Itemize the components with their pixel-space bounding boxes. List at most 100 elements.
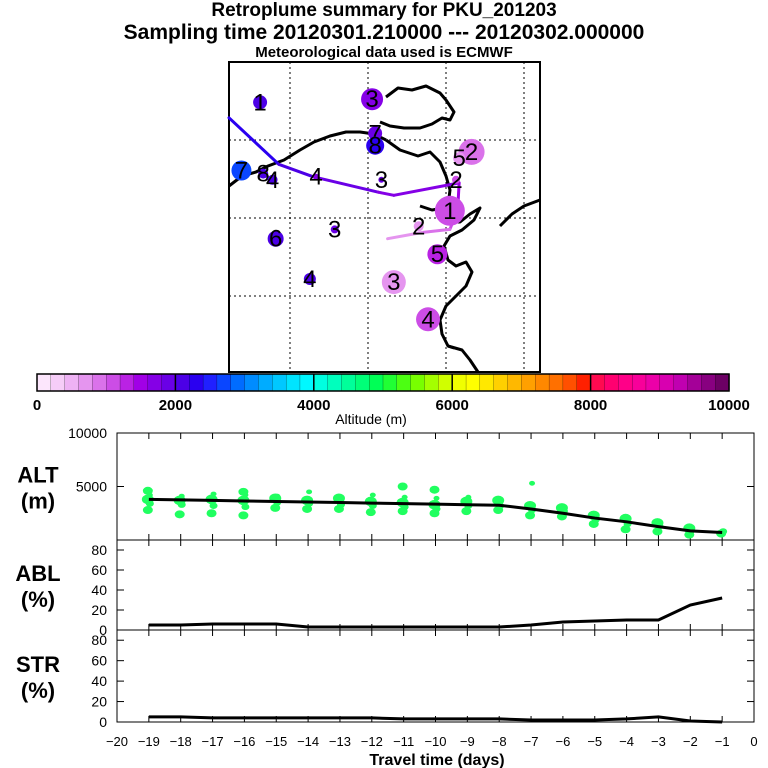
colorbar-swatch <box>313 373 329 392</box>
altitude-point <box>142 486 153 495</box>
colorbar-swatch <box>258 373 273 392</box>
altitude-point <box>492 495 505 506</box>
trajectory-segment <box>386 231 424 241</box>
altitude-point <box>465 494 472 500</box>
abl-line <box>148 596 723 629</box>
colorbar-swatch <box>147 373 163 392</box>
colorbar-swatch <box>161 373 177 392</box>
altitude-point <box>302 504 313 513</box>
altitude-point <box>270 503 281 512</box>
map-frame <box>228 61 541 373</box>
y-tick-label: 60 <box>91 653 107 669</box>
colorbar-swatch <box>535 373 550 392</box>
colorbar-swatch <box>631 373 647 392</box>
altitude-point <box>401 494 408 500</box>
trajectory-marker: 1 <box>434 195 465 226</box>
y-tick-label: 40 <box>91 673 107 689</box>
marker-label: 3 <box>387 269 400 296</box>
colorbar-tick-label: 2000 <box>159 397 192 414</box>
trajectory-marker: 5 <box>427 241 448 268</box>
marker-label: 4 <box>303 266 316 293</box>
altitude-point <box>238 511 249 520</box>
y-axis-label: STR <box>16 652 60 677</box>
altitude-point <box>525 511 536 520</box>
altitude-point <box>301 495 314 506</box>
trajectory-marker: 2 <box>412 213 425 240</box>
y-tick-label: 40 <box>91 582 107 598</box>
trajectory-marker: 6 <box>267 226 284 253</box>
colorbar-swatch <box>230 373 246 392</box>
x-tick-label: −11 <box>393 734 414 749</box>
x-tick-label: −4 <box>619 734 634 749</box>
colorbar-swatch <box>244 373 260 392</box>
x-tick-label: −1 <box>715 734 730 749</box>
trajectory-marker: 3 <box>381 269 406 296</box>
altitude-point <box>364 496 377 507</box>
marker-label: 7 <box>235 158 248 185</box>
met-data-note: Meteorological data used is ECMWF <box>255 44 513 61</box>
altitude-point <box>529 480 536 486</box>
colorbar-swatch <box>673 373 689 392</box>
colorbar-swatch <box>272 373 287 392</box>
colorbar-swatch <box>715 373 730 392</box>
colorbar-swatch <box>438 373 453 392</box>
trajectory-segment <box>420 227 452 234</box>
altitude-point <box>174 510 185 519</box>
x-tick-label: −3 <box>651 734 666 749</box>
marker-label: 8 <box>257 161 270 188</box>
altitude-point <box>555 503 568 513</box>
colorbar-swatch <box>507 373 523 392</box>
colorbar-swatch <box>493 373 509 392</box>
trajectory-segment <box>277 162 315 179</box>
marker-dot <box>416 307 441 332</box>
y-axis-label: (%) <box>21 587 55 612</box>
colorbar-swatch <box>189 373 204 392</box>
colorbar-frame <box>36 373 730 392</box>
colorbar-tick-label: 10000 <box>708 397 750 414</box>
altitude-point <box>142 506 153 515</box>
altitude-point <box>306 489 313 495</box>
marker-label: 8 <box>368 133 381 160</box>
colorbar-swatch <box>36 373 52 392</box>
altitude-point <box>433 495 440 501</box>
marker-label: 2 <box>465 139 478 166</box>
colorbar-swatch <box>645 373 661 392</box>
colorbar-tick-label: 6000 <box>436 397 469 414</box>
colorbar-swatch <box>465 373 481 392</box>
marker-dot <box>231 160 252 181</box>
colorbar-swatch <box>175 373 190 392</box>
x-tick-label: 0 <box>750 734 757 749</box>
altitude-point <box>369 492 376 498</box>
x-tick-label: −17 <box>202 734 224 749</box>
y-tick-label: 0 <box>99 622 107 638</box>
trajectory-marker: 4 <box>303 266 316 293</box>
x-tick-label: −6 <box>555 734 570 749</box>
x-tick-label: −13 <box>329 734 351 749</box>
marker-dot <box>303 273 316 285</box>
colorbar-tick-label: 4000 <box>297 397 330 414</box>
marker-dot <box>453 152 466 165</box>
colorbar-swatch <box>687 373 702 392</box>
marker-dot <box>452 175 461 184</box>
altitude-point <box>652 527 663 536</box>
colorbar-swatch <box>618 373 633 392</box>
trajectory-marker: 1 <box>253 89 268 116</box>
y-axis-label: (m) <box>21 489 55 514</box>
colorbar-swatch <box>562 373 578 392</box>
trajectory-segment <box>392 181 461 197</box>
y-tick-label: 80 <box>91 632 107 648</box>
trajectory-marker: 2 <box>449 167 462 194</box>
panel-frame <box>116 629 755 723</box>
colorbar-swatch <box>576 373 592 392</box>
marker-label: 1 <box>443 198 456 225</box>
marker-dot <box>413 221 424 232</box>
y-tick-label: 0 <box>99 714 107 730</box>
x-tick-label: −7 <box>524 734 539 749</box>
colorbar-swatch <box>590 373 606 392</box>
altitude-mean-line <box>148 497 723 535</box>
colorbar-tick-label: 8000 <box>574 397 607 414</box>
marker-dot <box>378 176 385 183</box>
